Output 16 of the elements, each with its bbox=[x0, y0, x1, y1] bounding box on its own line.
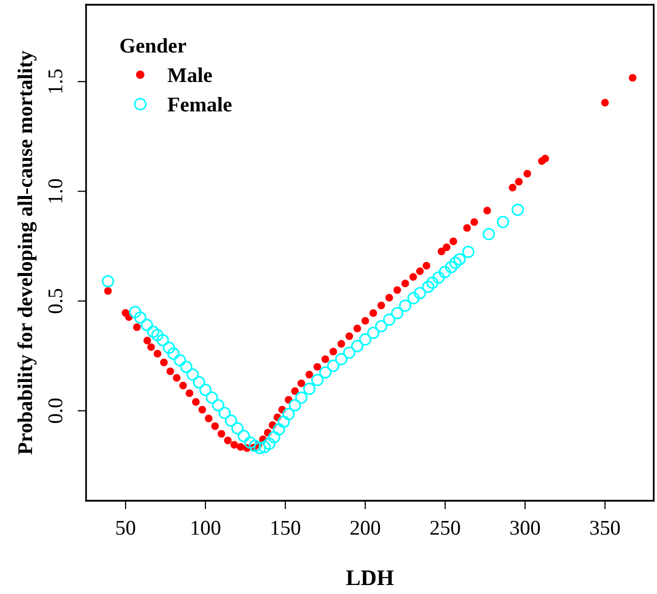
y-tick-label: 1.5 bbox=[48, 69, 62, 93]
x-axis-title: LDH bbox=[346, 570, 394, 586]
legend-label: Female bbox=[168, 96, 232, 112]
y-axis-title: Probability for developing all-cause mortality bbox=[17, 50, 37, 455]
x-tick-label: 250 bbox=[430, 520, 460, 535]
x-tick-label: 100 bbox=[192, 520, 220, 535]
x-tick-label: 200 bbox=[350, 520, 380, 535]
y-tick-label: 0.5 bbox=[48, 288, 62, 314]
x-tick-label: 150 bbox=[272, 520, 300, 535]
x-tick-label: 350 bbox=[590, 520, 620, 535]
legend-label: Male bbox=[168, 68, 212, 82]
x-tick-label: 50 bbox=[116, 520, 136, 535]
y-tick-label: 0.0 bbox=[48, 398, 62, 423]
legend-title: Gender bbox=[120, 38, 186, 53]
y-tick-label: 1.0 bbox=[48, 179, 62, 202]
x-tick-label: 300 bbox=[510, 520, 540, 535]
